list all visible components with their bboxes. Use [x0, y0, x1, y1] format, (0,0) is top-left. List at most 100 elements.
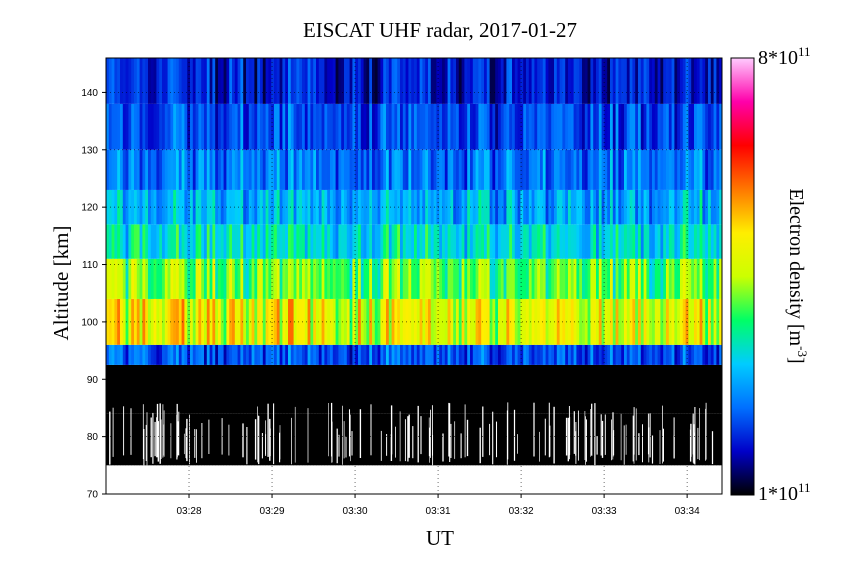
heatmap-cell: [176, 298, 180, 345]
heatmap-cell: [562, 364, 566, 414]
heatmap-cell: [447, 103, 451, 150]
heatmap-cell: [433, 413, 437, 466]
heatmap-cell: [391, 298, 395, 345]
heatmap-cell: [520, 258, 524, 299]
heatmap-cell: [696, 103, 700, 150]
heatmap-cell: [388, 344, 392, 365]
heatmap-cell: [316, 364, 320, 414]
heatmap-cell: [666, 258, 670, 299]
heatmap-cell: [719, 103, 723, 150]
heatmap-cell: [568, 149, 572, 190]
heatmap-cell: [282, 344, 286, 365]
heatmap-cell: [262, 103, 266, 150]
heatmap-cell: [167, 224, 171, 259]
heatmap-cell: [559, 364, 563, 414]
heatmap-cell: [134, 364, 138, 414]
heatmap-cell: [237, 298, 241, 345]
heatmap-cell: [232, 58, 236, 104]
heatmap-cell: [660, 344, 664, 365]
heatmap-cell: [218, 344, 222, 365]
heatmap-cell: [237, 58, 241, 104]
heatmap-cell: [150, 189, 154, 225]
heatmap-cell: [363, 258, 367, 299]
heatmap-cell: [114, 224, 118, 259]
heatmap-cell: [108, 344, 112, 365]
heatmap-cell: [509, 364, 513, 414]
heatmap-cell: [708, 58, 712, 104]
heatmap-cell: [288, 149, 292, 190]
heatmap-cell: [307, 224, 311, 259]
heatmap-cell: [330, 103, 334, 150]
heatmap-cell: [450, 364, 454, 414]
heatmap-cell: [458, 189, 462, 225]
heatmap-cell: [288, 224, 292, 259]
heatmap-cell: [674, 413, 678, 466]
heatmap-cell: [335, 189, 339, 225]
heatmap-cell: [108, 258, 112, 299]
heatmap-cell: [114, 344, 118, 365]
heatmap-cell: [503, 149, 507, 190]
heatmap-cell: [215, 103, 219, 150]
heatmap-cell: [677, 224, 681, 259]
heatmap-cell: [293, 103, 297, 150]
heatmap-cell: [568, 344, 572, 365]
heatmap-cell: [195, 344, 199, 365]
heatmap-cell: [232, 344, 236, 365]
heatmap-cell: [646, 149, 650, 190]
heatmap-cell: [632, 149, 636, 190]
heatmap-cell: [685, 149, 689, 190]
heatmap-cell: [478, 149, 482, 190]
heatmap-cell: [355, 58, 359, 104]
heatmap-cell: [106, 149, 110, 190]
heatmap-cell: [713, 103, 717, 150]
heatmap-cell: [391, 149, 395, 190]
heatmap-cell: [444, 258, 448, 299]
heatmap-cell: [514, 364, 518, 414]
heatmap-cell: [565, 258, 569, 299]
heatmap-cell: [232, 224, 236, 259]
heatmap-cell: [414, 344, 418, 365]
heatmap-cell: [671, 364, 675, 414]
heatmap-cell: [355, 344, 359, 365]
heatmap-cell: [307, 298, 311, 345]
heatmap-cell: [321, 189, 325, 225]
heatmap-cell: [111, 298, 115, 345]
heatmap-cell: [450, 298, 454, 345]
heatmap-cell: [265, 298, 269, 345]
heatmap-cell: [657, 364, 661, 414]
heatmap-cell: [156, 258, 160, 299]
heatmap-cell: [209, 344, 213, 365]
heatmap-cell: [461, 413, 465, 466]
heatmap-cell: [391, 224, 395, 259]
heatmap-cell: [296, 149, 300, 190]
heatmap-cell: [607, 224, 611, 259]
heatmap-cell: [282, 413, 286, 466]
heatmap-cell: [290, 58, 294, 104]
heatmap-cell: [705, 413, 709, 466]
heatmap-cell: [330, 364, 334, 414]
heatmap-cell: [584, 149, 588, 190]
heatmap-cell: [696, 364, 700, 414]
heatmap-cell: [450, 189, 454, 225]
heatmap-cell: [195, 58, 199, 104]
heatmap-cell: [461, 189, 465, 225]
heatmap-cell: [503, 364, 507, 414]
heatmap-cell: [590, 344, 594, 365]
heatmap-cell: [274, 103, 278, 150]
heatmap-cell: [716, 58, 720, 104]
heatmap-cell: [506, 258, 510, 299]
heatmap-cell: [226, 298, 230, 345]
heatmap-cell: [461, 58, 465, 104]
heatmap-cell: [638, 58, 642, 104]
x-tick-label: 03:29: [260, 506, 285, 517]
heatmap-cell: [195, 103, 199, 150]
heatmap-cell: [551, 258, 555, 299]
heatmap-cell: [540, 364, 544, 414]
heatmap-cell: [162, 298, 166, 345]
heatmap-cell: [702, 298, 706, 345]
heatmap-cell: [352, 364, 356, 414]
heatmap-cell: [215, 58, 219, 104]
heatmap-cell: [556, 103, 560, 150]
heatmap-cell: [408, 364, 412, 414]
heatmap-cell: [666, 224, 670, 259]
